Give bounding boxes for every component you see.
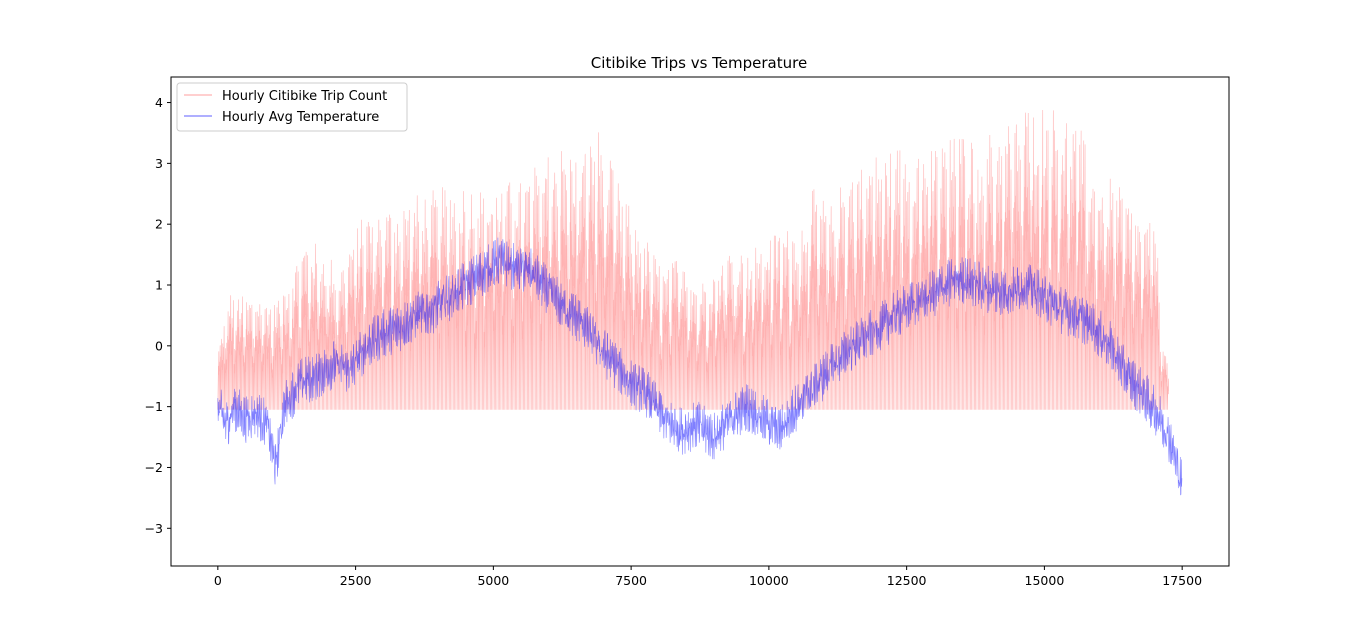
legend-box [176, 82, 408, 132]
y-tick-label: −3 [145, 521, 163, 536]
axes-frame [170, 76, 1230, 567]
x-tick-label: 5000 [477, 573, 509, 588]
x-tick-label: 12500 [887, 573, 927, 588]
series-line-trip-count [217, 109, 1169, 410]
chart-title: Citibike Trips vs Temperature [591, 54, 807, 72]
y-tick-label: 2 [155, 217, 163, 232]
series-line-temperature [217, 237, 1183, 496]
y-tick-label: −1 [145, 399, 163, 414]
legend-label-temperature: Hourly Avg Temperature [222, 110, 379, 125]
x-tick-label: 10000 [749, 573, 789, 588]
y-tick-label: −2 [145, 460, 163, 475]
x-tick-label: 0 [214, 573, 222, 588]
y-tick-label: 3 [155, 156, 163, 171]
x-tick-label: 17500 [1162, 573, 1202, 588]
legend-label-trip-count: Hourly Citibike Trip Count [222, 89, 387, 104]
y-tick-label: 0 [155, 338, 163, 353]
y-tick-label: 1 [155, 278, 163, 293]
x-tick-label: 2500 [340, 573, 372, 588]
y-tick-label: 4 [155, 95, 163, 110]
x-tick-label: 7500 [615, 573, 647, 588]
series-layer [217, 109, 1183, 496]
legend: Hourly Citibike Trip Count Hourly Avg Te… [176, 82, 408, 132]
x-axis: 0 2500 5000 7500 10000 12500 15000 17500 [214, 566, 1202, 588]
plot-area [217, 109, 1183, 496]
y-axis: −3 −2 −1 0 1 2 3 4 [145, 95, 171, 536]
x-tick-label: 15000 [1025, 573, 1065, 588]
